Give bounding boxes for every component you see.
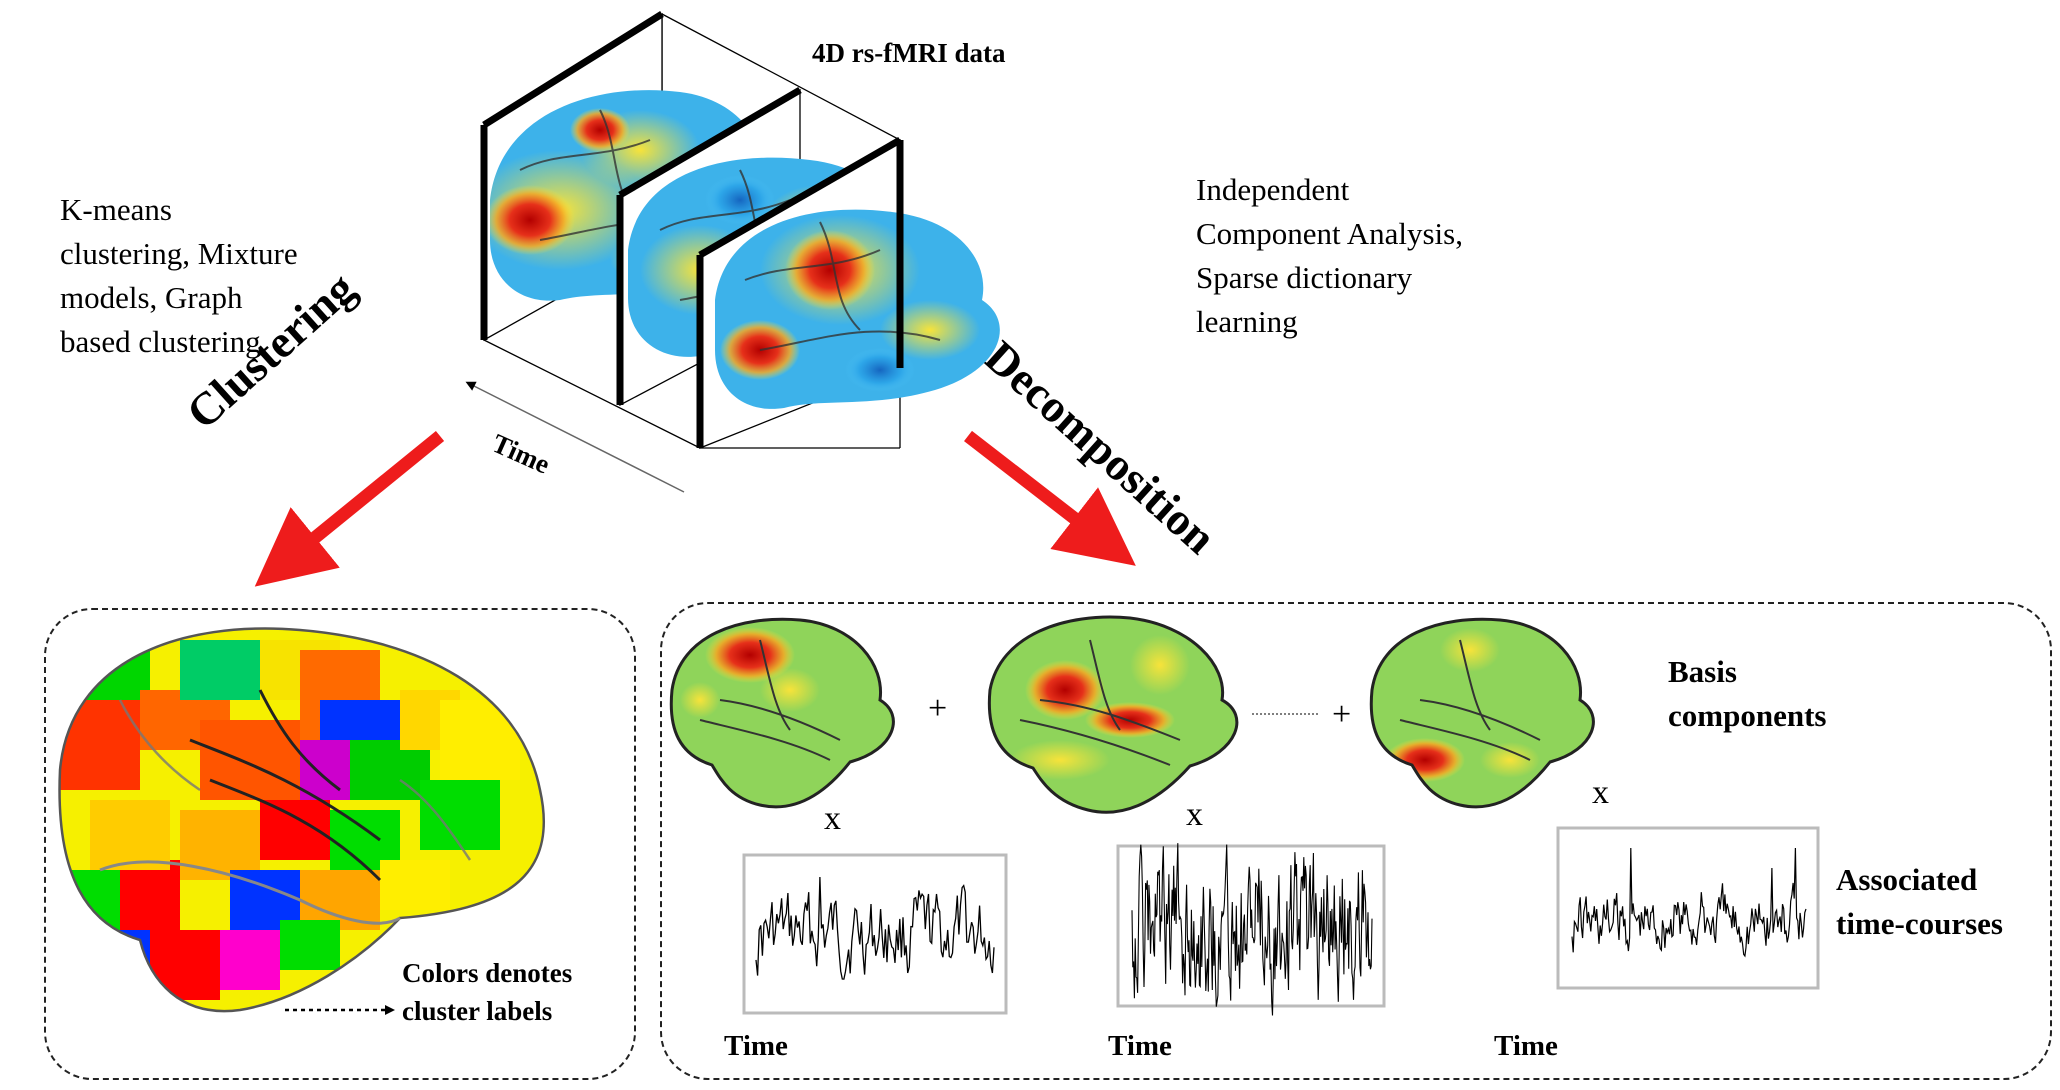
- decomposition-panel: [660, 602, 2052, 1080]
- clustering-method-line: clustering, Mixture: [60, 236, 298, 271]
- cluster-note: Colors denotes cluster labels: [402, 954, 572, 1030]
- decomposition-method-line: learning: [1196, 304, 1298, 339]
- timecourse-box: [742, 853, 1008, 1015]
- clustering-method-line: K-means: [60, 192, 172, 227]
- timecourse-box: [1556, 826, 1820, 990]
- fmri-volume-stack: [465, 11, 1000, 493]
- basis-label-line: Basis: [1668, 654, 1737, 689]
- basis-label: Basis components: [1668, 650, 1826, 738]
- decomposition-method-line: Component Analysis,: [1196, 216, 1463, 251]
- times-sign: x: [1592, 774, 1609, 811]
- timecourse-label-line: time-courses: [1836, 906, 2003, 941]
- basis-brain: [669, 617, 895, 809]
- basis-label-line: components: [1668, 698, 1827, 733]
- basis-brain: [1369, 617, 1595, 809]
- time-label: Time: [1108, 1030, 1172, 1062]
- clustering-method-line: based clustering: [60, 324, 261, 359]
- decomposition-methods: Independent Component Analysis, Sparse d…: [1196, 168, 1463, 344]
- decomposition-arrow: [964, 430, 1136, 566]
- fmri-slice: [696, 136, 1000, 449]
- time-arrow: [465, 381, 685, 493]
- time-label: Time: [1494, 1030, 1558, 1062]
- clustering-panel: [44, 608, 636, 1080]
- timecourse-label: Associated time-courses: [1836, 858, 2003, 946]
- clustering-method-line: models, Graph: [60, 280, 243, 315]
- clustered-brain: [58, 627, 546, 1015]
- times-sign: x: [824, 800, 841, 837]
- plus-sign: +: [1332, 696, 1352, 733]
- timecourse-label-line: Associated: [1836, 862, 1978, 897]
- data-title: 4D rs-fMRI data: [812, 38, 1006, 68]
- clustering-methods: K-means clustering, Mixture models, Grap…: [60, 188, 298, 364]
- decomposition-method-line: Sparse dictionary: [1196, 260, 1413, 295]
- clustering-arrow: [254, 430, 445, 587]
- time-label: Time: [724, 1030, 788, 1062]
- timecourse-signal: [1131, 843, 1373, 1016]
- cluster-note-line: cluster labels: [402, 996, 553, 1026]
- times-sign: x: [1186, 796, 1203, 833]
- timecourse-signal: [755, 876, 995, 980]
- plus-sign: +: [928, 690, 948, 727]
- decomposition-method-line: Independent: [1196, 172, 1350, 207]
- cluster-note-line: Colors denotes: [402, 958, 573, 988]
- timecourse-signal: [1571, 847, 1807, 958]
- slice-brain-map: [715, 209, 1000, 409]
- basis-brain: [987, 615, 1320, 814]
